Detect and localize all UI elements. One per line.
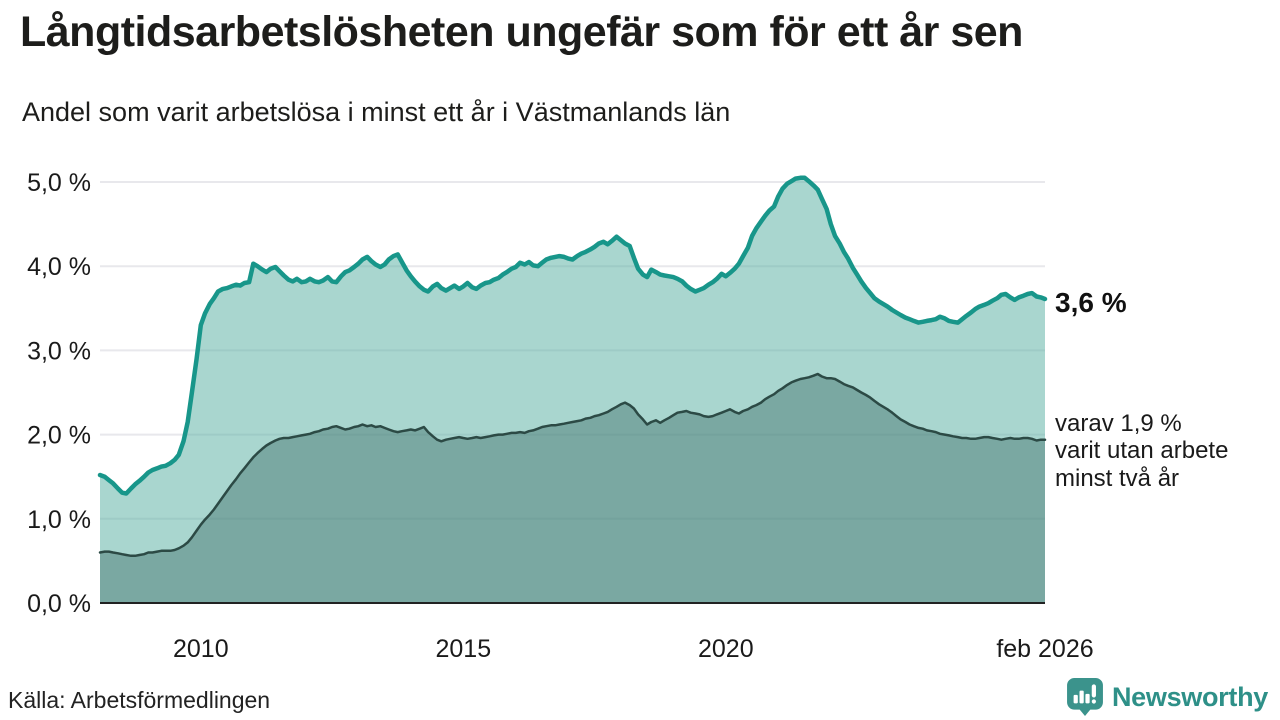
page-title: Långtidsarbetslösheten ungefär som för e… [20,8,1023,56]
line-series-1 [98,372,1047,558]
newsworthy-logo: Newsworthy [1067,678,1268,716]
y-axis-tick-label: 0,0 % [27,590,91,618]
newsworthy-bar-chart-bubble-icon [1067,678,1103,716]
y-axis-tick-label: 3,0 % [27,337,91,365]
subset-annotation-line3: minst två år [1055,465,1179,492]
x-axis-tick-label: 2015 [435,635,491,663]
source-text: Källa: Arbetsförmedlingen [8,687,271,713]
latest-total-value-label: 3,6 % [1055,287,1127,318]
y-axis-tick-label: 4,0 % [27,253,91,281]
x-axis-tick-label: feb 2026 [996,635,1093,663]
area-series-1 [100,374,1045,603]
subset-annotation-line1: varav 1,9 % [1055,410,1182,437]
y-axis-tick-label: 1,0 % [27,506,91,534]
line-series-0 [97,175,1048,496]
y-axis-tick-label: 5,0 % [27,169,91,197]
newsworthy-wordmark: Newsworthy [1111,681,1268,712]
subset-annotation-line2: varit utan arbete [1055,437,1228,464]
y-axis-tick-label: 2,0 % [27,422,91,450]
x-axis-tick-label: 2010 [173,635,229,663]
x-axis-tick-label: 2020 [698,635,754,663]
plot-layer: 5,0 % 4,0 % 3,0 % 2,0 % 1,0 % 0,0 % 2010 2015 20… [27,169,1094,663]
page-subtitle: Andel som varit arbetslösa i minst ett å… [22,97,731,127]
